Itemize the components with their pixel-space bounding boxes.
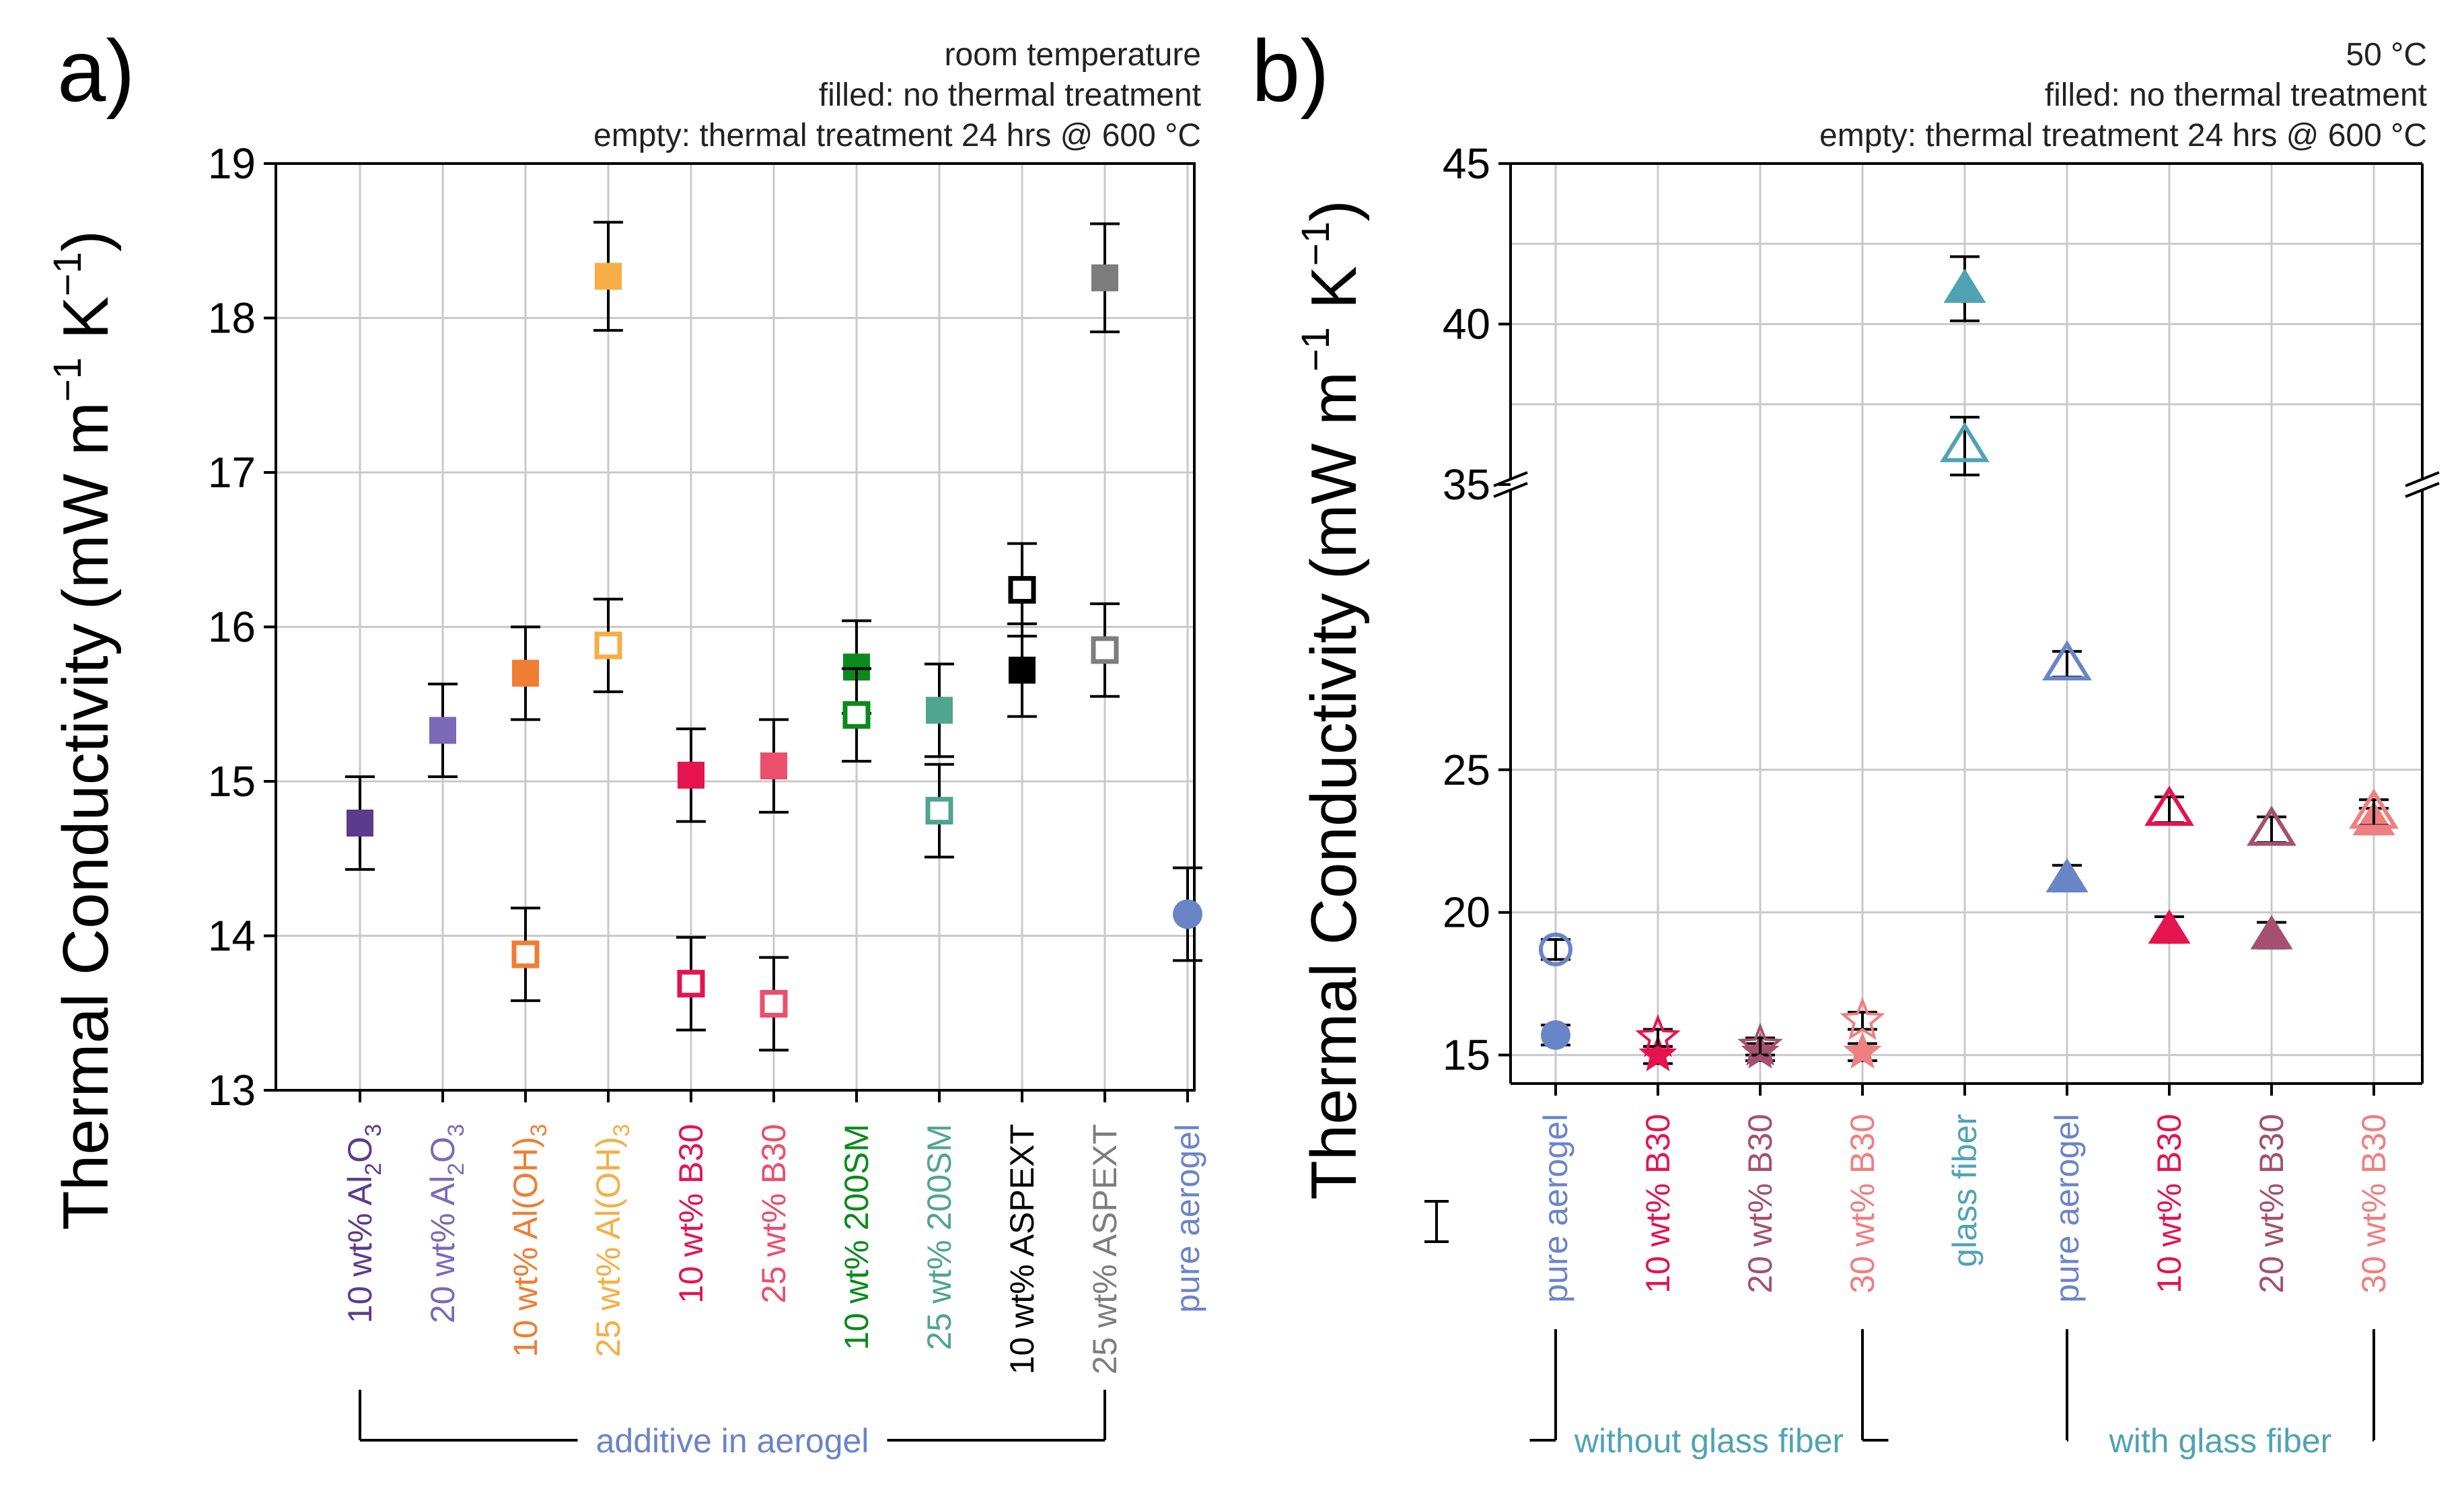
panel-b-y-axis-label: Thermal Conductivity(mW m−1 K−1)	[1294, 200, 1370, 1200]
panel-b-category-label: pure aerogel	[1537, 1114, 1574, 1303]
panel-b-y-tick-label: 35	[1443, 460, 1490, 509]
panel-a-marker-open-square	[842, 701, 871, 729]
panel-b-y-tick-label: 45	[1443, 139, 1490, 188]
panel-a-marker-filled-square	[347, 809, 373, 837]
panel-a-marker-open-square	[677, 970, 705, 998]
panel-a-marker-filled-square	[429, 717, 456, 744]
panel-a-annotation-2: filled: no thermal treatment	[819, 77, 1201, 113]
panel-a-marker-open-square	[594, 631, 622, 660]
panel-a-category-label: 25 wt% Al(OH)3	[589, 1124, 635, 1357]
panel-a-marker-open-square	[760, 989, 788, 1018]
panel-b-annotation-1: 50 °C	[2346, 37, 2427, 73]
panel-a: a) room temperature filled: no thermal t…	[46, 22, 1206, 1460]
panel-b-marker-filled-triangle	[2045, 857, 2089, 892]
panel-b-label: b)	[1252, 22, 1330, 120]
panel-b-marks	[1539, 255, 2399, 1071]
panel-b-category-labels: pure aerogel 10 wt% B30 20 wt% B30 30 wt% B…	[1537, 1114, 2393, 1303]
panel-b-marker-filled-star	[1638, 1034, 1677, 1071]
panel-a-y-axis-label: Thermal Conductivity(mW m−1 K−1)	[46, 230, 122, 1230]
panel-b-axis-break-mark	[1493, 482, 1528, 498]
panel-b-grid	[1511, 164, 2422, 1084]
panel-b-marker-open-triangle	[2042, 640, 2092, 680]
panel-a-annotation-1: room temperature	[945, 37, 1202, 73]
panel-a-annotation-3: empty: thermal treatment 24 hrs @ 600 °C	[593, 118, 1201, 153]
panel-b-y-tick-label: 40	[1443, 300, 1490, 349]
panel-a-y-tick-label: 14	[208, 912, 256, 960]
panel-a-marks	[345, 221, 1202, 1052]
error-bar-legend	[1424, 1200, 1449, 1243]
panel-a-marker-open-square	[925, 797, 953, 825]
panel-a-category-label: 25 wt% ASPEXT	[1086, 1124, 1124, 1374]
panel-a-marker-filled-square	[926, 697, 953, 724]
panel-b-y-tick-label: 15	[1443, 1031, 1490, 1079]
panel-a-category-label: 25 wt% 200SM	[920, 1124, 958, 1350]
panel-a-y-ticks: 13 14 15 16 17 18 19	[208, 139, 1189, 1114]
panel-b-category-label: 30 wt% B30	[1844, 1114, 1881, 1294]
panel-b-marker-filled-circle	[1541, 1020, 1570, 1050]
panel-a-category-label: 10 wt% Al(OH)3	[507, 1124, 552, 1357]
panel-a-marker-filled-square	[1091, 264, 1118, 291]
panel-b-group-brackets: without glass fiber with glass fiber	[1529, 1329, 2375, 1460]
panel-a-marker-filled-square	[512, 660, 539, 687]
panel-b-category-label: pure aerogel	[2048, 1114, 2086, 1303]
panel-b-marker-open-triangle	[1940, 422, 1990, 462]
panel-b-axis-break-mark	[2405, 471, 2440, 487]
panel-b-marker-open-triangle	[2247, 806, 2296, 846]
panel-a-marker-filled-square	[1009, 656, 1036, 684]
bracket-label: with glass fiber	[2109, 1422, 2332, 1460]
panel-a-category-label: 10 wt% Al2O3	[341, 1124, 386, 1323]
panel-b-y-ticks: 15 20 25 35 40 45	[1443, 139, 2375, 1096]
panel-a-category-label: pure aerogel	[1169, 1124, 1206, 1313]
panel-a-marker-open-square	[1008, 575, 1036, 604]
panel-b-marker-filled-triangle	[2148, 909, 2191, 944]
panel-a-y-tick-label: 17	[208, 448, 256, 497]
panel-a-category-label: 20 wt% Al2O3	[424, 1124, 469, 1323]
panel-b-y-tick-label: 20	[1443, 888, 1490, 937]
panel-b-axis-break-mark	[2405, 482, 2440, 498]
panel-b-y-tick-label: 25	[1443, 746, 1490, 794]
panel-a-y-tick-label: 15	[208, 757, 256, 806]
panel-a-y-tick-label: 18	[208, 294, 256, 343]
panel-a-marker-filled-circle	[1173, 899, 1202, 929]
panel-b-marker-open-star	[1635, 1014, 1681, 1057]
panel-a-marker-filled-square	[595, 262, 622, 290]
panel-b-marker-filled-star	[1843, 1032, 1882, 1069]
bracket-label: additive in aerogel	[596, 1422, 869, 1460]
panel-b-marker-open-triangle	[2144, 785, 2194, 826]
panel-a-label: a)	[57, 22, 135, 120]
panel-b-category-label: 20 wt% B30	[1741, 1114, 1779, 1294]
panel-b-marker-open-circle	[1539, 932, 1572, 966]
panel-b-category-label: 20 wt% B30	[2253, 1114, 2290, 1294]
panel-b-marker-open-star	[1840, 997, 1885, 1040]
panel-a-grid	[276, 164, 1194, 1090]
panel-b-category-label: glass fiber	[1946, 1114, 1984, 1267]
panel-b-marker-filled-triangle	[1943, 269, 1986, 304]
bracket-label: without glass fiber	[1574, 1422, 1844, 1460]
panel-b-category-label: 10 wt% B30	[2150, 1114, 2188, 1294]
panel-a-y-tick-label: 16	[208, 603, 256, 651]
panel-a-group-bracket: additive in aerogel	[359, 1390, 1106, 1460]
panel-a-marker-open-square	[1091, 636, 1119, 664]
panel-a-y-tick-label: 19	[208, 139, 256, 188]
panel-b-marker-open-star	[1737, 1022, 1783, 1066]
panel-a-y-tick-label: 13	[208, 1066, 256, 1114]
panel-a-category-label: 25 wt% B30	[755, 1124, 793, 1304]
panel-a-category-labels: 10 wt% Al2O3 20 wt% Al2O3 10 wt% Al(OH)3 25…	[341, 1124, 1206, 1374]
panel-b: b) 50 °C filled: no thermal treatment em…	[1252, 22, 2440, 1460]
panel-a-category-label: 10 wt% B30	[672, 1124, 710, 1304]
panel-b-annotation-2: filled: no thermal treatment	[2045, 77, 2427, 113]
panel-b-annotation-3: empty: thermal treatment 24 hrs @ 600 °C	[1819, 118, 2427, 153]
panel-a-category-label: 10 wt% 200SM	[838, 1124, 875, 1350]
panel-b-category-label: 10 wt% B30	[1639, 1114, 1677, 1294]
panel-a-marker-filled-square	[760, 752, 787, 780]
panel-b-marker-filled-triangle	[2250, 915, 2293, 950]
panel-b-category-label: 30 wt% B30	[2355, 1114, 2393, 1294]
panel-a-category-label: 10 wt% ASPEXT	[1003, 1124, 1041, 1374]
panel-a-marker-filled-square	[678, 761, 704, 789]
panel-a-marker-open-square	[511, 940, 540, 968]
panel-b-marker-open-triangle	[2349, 788, 2399, 829]
